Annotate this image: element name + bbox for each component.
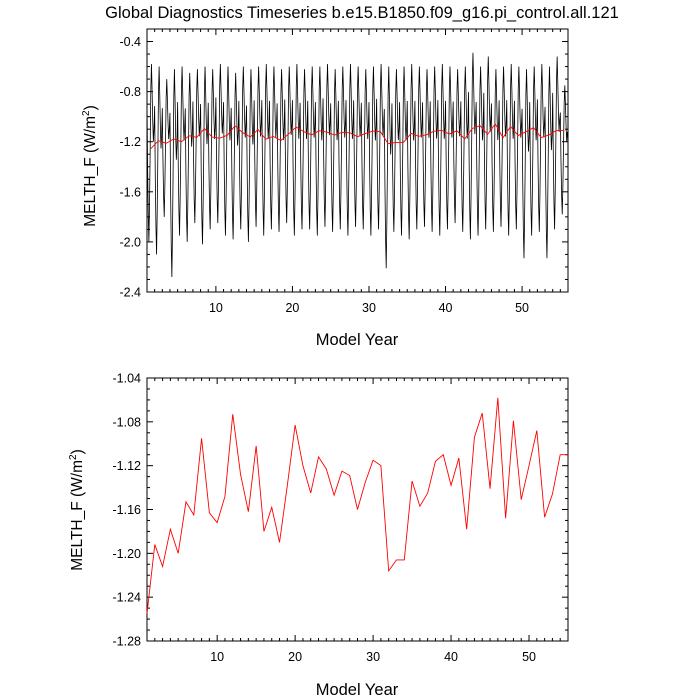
bottom-x-axis-label: Model Year	[316, 681, 399, 699]
top-monthly-series	[146, 52, 568, 277]
top-y-tick-label: -1.2	[119, 135, 141, 149]
bottom-x-tick-label: 20	[288, 650, 302, 664]
bottom-y-axis: -1.28 -1.24 -1.20 -1.16 -1.12 -1.08 -1.04	[113, 372, 568, 649]
top-annual-mean-line	[150, 123, 565, 149]
top-annual-series	[150, 123, 565, 149]
top-x-tick-label: 20	[285, 301, 299, 315]
top-x-tick-label: 10	[209, 301, 223, 315]
top-y-tick-label: -2.4	[119, 286, 141, 300]
bottom-y-tick-label: -1.16	[113, 503, 142, 517]
bottom-x-tick-label: 50	[522, 650, 536, 664]
bottom-y-axis-label: MELTH_F (W/m2)	[68, 449, 86, 571]
bottom-y-tick-label: -1.24	[113, 591, 142, 605]
top-plot-frame	[146, 28, 569, 293]
top-y-tick-label: -0.8	[119, 85, 141, 99]
bottom-annual-series	[146, 397, 568, 614]
bottom-x-tick-label: 10	[210, 650, 224, 664]
bottom-x-tick-label: 40	[444, 650, 458, 664]
bottom-y-tick-label: -1.08	[113, 415, 142, 429]
bottom-x-tick-label: 30	[366, 650, 380, 664]
bottom-x-axis: 10 20 30 40 50	[146, 378, 569, 664]
top-x-axis-label: Model Year	[316, 331, 399, 349]
top-x-tick-label: 30	[362, 301, 376, 315]
bottom-y-tick-label: -1.04	[113, 372, 142, 386]
bottom-y-tick-label: -1.12	[113, 459, 142, 473]
top-y-tick-label: -1.6	[119, 185, 141, 199]
top-x-tick-label: 50	[515, 301, 529, 315]
top-y-tick-label: -2.0	[119, 235, 141, 249]
bottom-panel: 10 20 30 40 50 -1.28 -1.24 -1.20 -1.16 -1.12 -1.0…	[68, 372, 569, 699]
chart-title: Global Diagnostics Timeseries b.e15.B185…	[105, 4, 619, 22]
top-monthly-line	[146, 52, 568, 277]
top-y-axis-label: MELTH_F (W/m2)	[81, 105, 99, 227]
top-y-axis: -2.4 -2.0 -1.6 -1.2 -0.8 -0.4	[119, 28, 568, 300]
top-panel: 10 20 30 40 50 -2.4 -2.0 -1.6 -1.2 -0.8 -0.4 Mode…	[81, 28, 569, 349]
top-x-axis: 10 20 30 40 50	[146, 29, 569, 315]
top-y-tick-label: -0.4	[119, 35, 141, 49]
bottom-y-tick-label: -1.28	[113, 635, 142, 649]
bottom-annual-mean-line	[146, 397, 568, 614]
bottom-y-tick-label: -1.20	[113, 547, 142, 561]
top-x-tick-label: 40	[439, 301, 453, 315]
